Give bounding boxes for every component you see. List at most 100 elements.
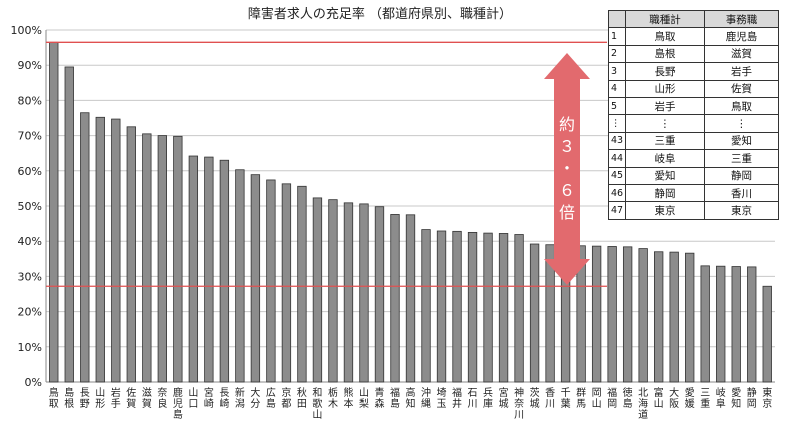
bar bbox=[126, 126, 136, 383]
bar bbox=[142, 133, 152, 383]
rank-office-jobs-cell: 佐賀 bbox=[704, 79, 779, 98]
x-tick-label: 長野 bbox=[80, 387, 90, 410]
bar bbox=[359, 203, 369, 383]
bar bbox=[529, 243, 540, 383]
bar bbox=[64, 66, 74, 383]
bar bbox=[685, 252, 695, 383]
bar bbox=[328, 199, 338, 383]
x-tick-label: 滋賀 bbox=[142, 386, 152, 410]
x-tick-label: 大分 bbox=[250, 386, 260, 410]
bar bbox=[157, 135, 167, 383]
bar bbox=[374, 206, 385, 383]
bar bbox=[188, 155, 199, 383]
y-tick-label: 0% bbox=[25, 376, 42, 389]
x-tick-label: 佐賀 bbox=[126, 387, 136, 410]
rank-table-row: 5 岩手 鳥取 bbox=[608, 96, 779, 116]
x-tick-label: 北海道 bbox=[638, 387, 648, 421]
x-tick-label: 福島 bbox=[390, 386, 400, 410]
rank-table-row: 3 長野 岩手 bbox=[608, 62, 779, 81]
bar bbox=[716, 265, 726, 383]
rank-number: 47 bbox=[608, 201, 626, 220]
x-tick-label: 神奈川 bbox=[514, 386, 524, 421]
bar bbox=[467, 231, 478, 383]
x-tick-label: 島根 bbox=[64, 386, 74, 410]
bar bbox=[622, 246, 633, 383]
y-tick-label: 20% bbox=[18, 306, 42, 319]
x-tick-label: 栃木 bbox=[328, 386, 338, 410]
bar bbox=[514, 234, 524, 383]
y-tick-label: 70% bbox=[18, 130, 42, 143]
rank-table-body: 1 鳥取 鹿児島 2 島根 滋賀 3 長野 岩手 4 山形 佐賀 5 岩手 鳥取 ⋮ ⋮ ⋮ 43 三重 愛知 44 岐阜三… bbox=[608, 27, 779, 220]
x-tick-label: 福井 bbox=[452, 386, 462, 410]
bar bbox=[250, 174, 261, 383]
x-tick-label: 広島 bbox=[266, 386, 276, 410]
x-tick-label: 宮城 bbox=[499, 386, 509, 410]
bar bbox=[281, 183, 292, 383]
x-tick-label: 石川 bbox=[468, 388, 478, 410]
bar bbox=[545, 244, 555, 383]
rank-header-all-jobs: 職種計 bbox=[625, 9, 705, 29]
bar bbox=[638, 248, 648, 383]
rank-all-jobs-cell: 島根 bbox=[625, 44, 705, 64]
rank-number: 3 bbox=[608, 62, 626, 81]
y-tick-label: 80% bbox=[18, 94, 42, 107]
y-tick-label: 40% bbox=[18, 235, 42, 248]
rank-number: 43 bbox=[608, 131, 626, 151]
x-tick-label: 宮崎 bbox=[204, 386, 214, 410]
rank-table-row: ⋮ ⋮ ⋮ bbox=[608, 114, 779, 133]
bar bbox=[235, 169, 245, 383]
x-tick-label: 茨城 bbox=[530, 386, 540, 410]
rank-all-jobs-cell: 三重 bbox=[625, 131, 705, 151]
x-tick-label: 青森 bbox=[374, 386, 384, 410]
bar bbox=[747, 266, 757, 383]
x-tick-label: 岩手 bbox=[111, 386, 121, 410]
rank-table-row: 44 岐阜 三重 bbox=[608, 149, 779, 168]
rank-number: 45 bbox=[608, 166, 626, 185]
y-tick-label: 50% bbox=[18, 200, 42, 213]
rank-table-row: 47 東京 東京 bbox=[608, 201, 779, 220]
bar bbox=[607, 246, 617, 383]
arrow-label: 約３・６倍 bbox=[559, 115, 575, 222]
x-tick-label: 東京 bbox=[762, 386, 772, 410]
x-tick-label: 徳島 bbox=[623, 386, 633, 410]
bar bbox=[390, 214, 400, 383]
bar bbox=[591, 245, 602, 383]
rank-table: 職種計 事務職 1 鳥取 鹿児島 2 島根 滋賀 3 長野 岩手 4 山形 佐賀 5 岩手 鳥取 ⋮ ⋮ ⋮ 43 三… bbox=[608, 9, 779, 220]
rank-office-jobs-cell: 鹿児島 bbox=[704, 27, 779, 46]
rank-all-jobs-cell: 山形 bbox=[625, 79, 705, 98]
rank-office-jobs-cell: ⋮ bbox=[704, 114, 779, 133]
double-arrow bbox=[544, 53, 590, 285]
x-tick-label: 岡山 bbox=[592, 387, 602, 410]
rank-number: 1 bbox=[608, 27, 626, 46]
bar bbox=[297, 185, 307, 383]
rank-number: 5 bbox=[608, 96, 626, 116]
rank-number: 2 bbox=[608, 44, 626, 64]
bar bbox=[219, 159, 230, 383]
x-tick-label: 新潟 bbox=[235, 386, 245, 410]
bar bbox=[173, 135, 183, 383]
x-tick-label: 兵庫 bbox=[483, 386, 493, 410]
rank-number: ⋮ bbox=[608, 114, 626, 133]
bar bbox=[80, 112, 90, 383]
rank-office-jobs-cell: 岩手 bbox=[704, 62, 779, 81]
rank-all-jobs-cell: 愛知 bbox=[625, 166, 705, 185]
rank-header-office-jobs: 事務職 bbox=[704, 9, 779, 29]
x-tick-label: 沖縄 bbox=[421, 386, 431, 410]
x-tick-label: 長崎 bbox=[219, 387, 229, 410]
bar bbox=[312, 197, 323, 383]
x-tick-label: 山口 bbox=[188, 387, 198, 410]
bar bbox=[49, 41, 59, 383]
x-tick-label: 群馬 bbox=[576, 386, 586, 410]
rank-number: 46 bbox=[608, 183, 626, 203]
x-tick-label: 京都 bbox=[281, 386, 291, 410]
bar bbox=[483, 232, 493, 383]
rank-table-row: 46 静岡 香川 bbox=[608, 183, 779, 203]
bar bbox=[762, 285, 772, 383]
rank-office-jobs-cell: 滋賀 bbox=[704, 44, 779, 64]
rank-number: 44 bbox=[608, 149, 626, 168]
bar bbox=[204, 156, 214, 383]
rank-office-jobs-cell: 東京 bbox=[704, 201, 779, 220]
x-tick-label: 愛媛 bbox=[685, 386, 695, 410]
x-tick-label: 福岡 bbox=[607, 386, 617, 410]
